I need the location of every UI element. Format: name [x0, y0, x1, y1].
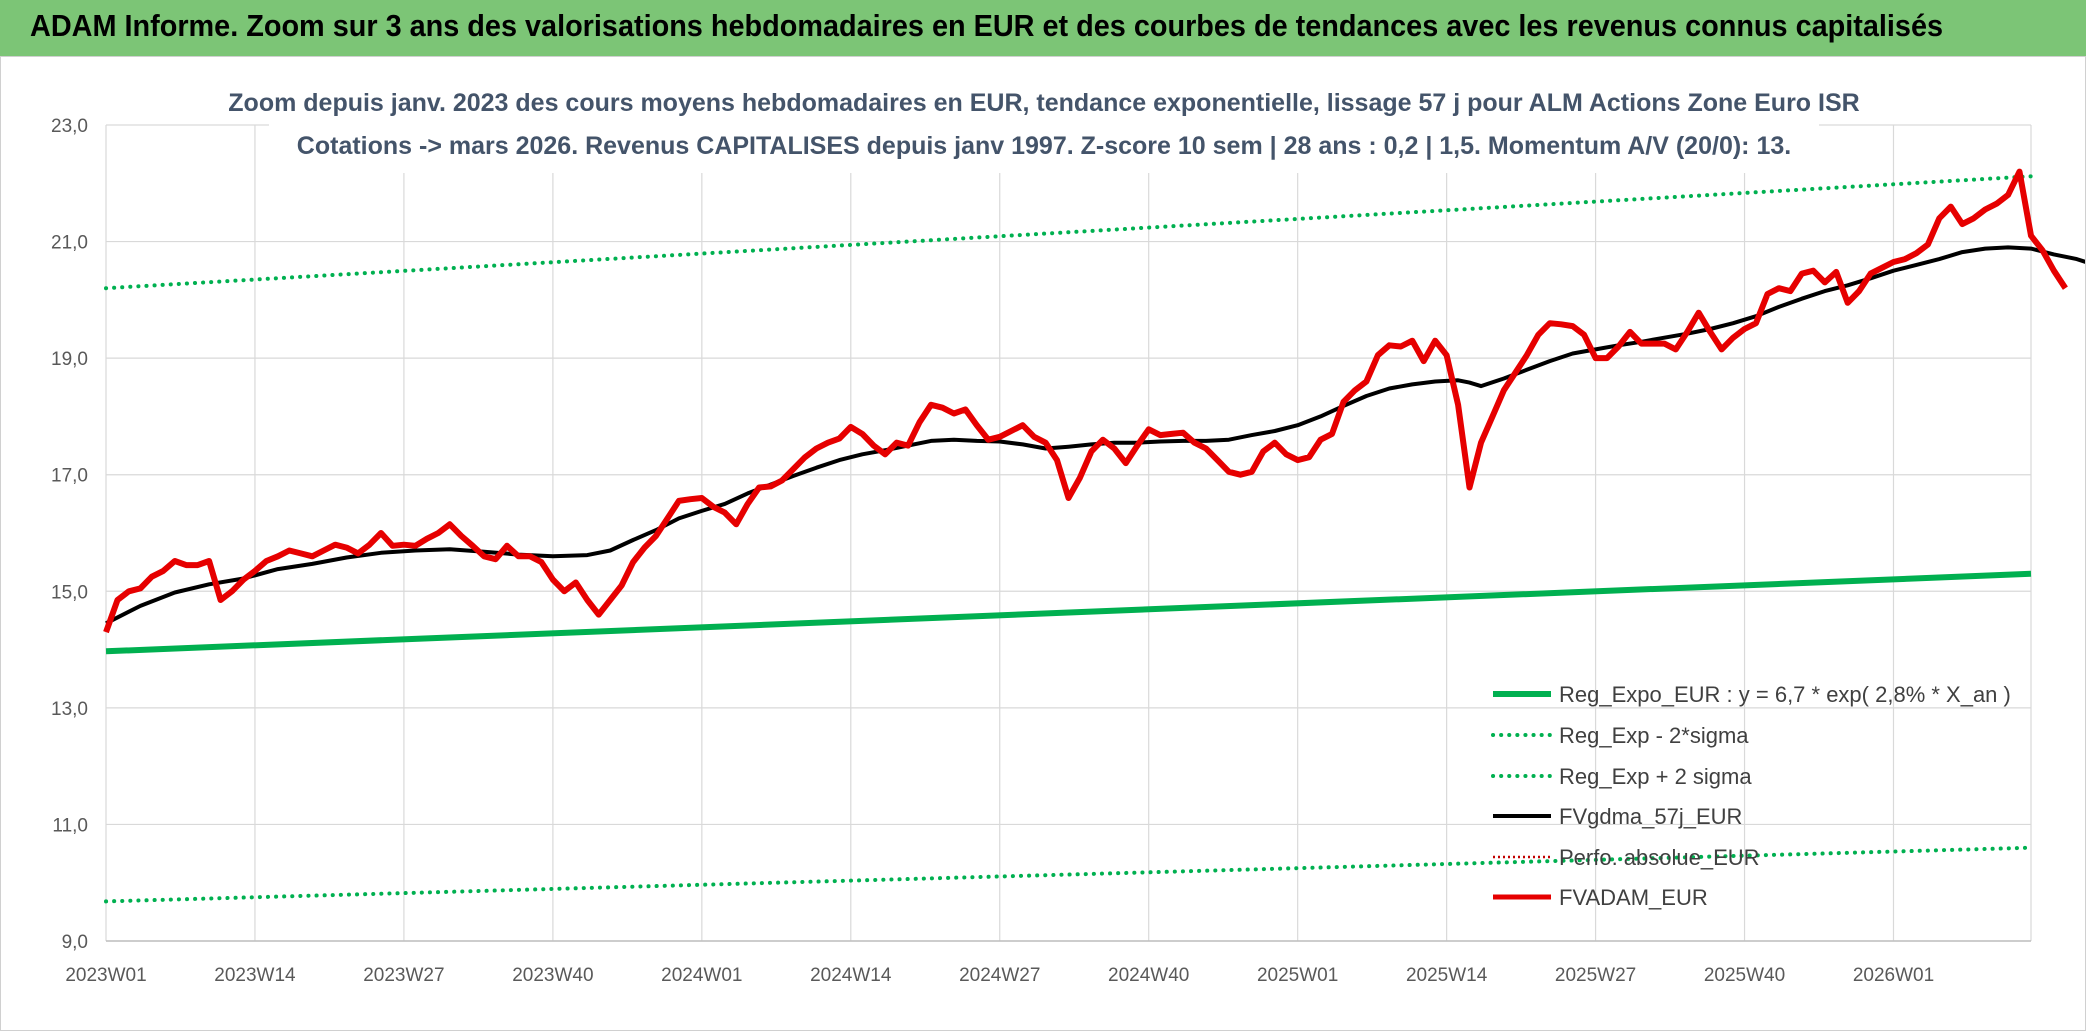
legend-item-perfo-absolue: Perfo. absolue_EUR — [1493, 845, 1760, 870]
legend-label-reg-exp-minus-2sigma: Reg_Exp - 2*sigma — [1559, 723, 1749, 748]
y-tick-label: 9,0 — [62, 932, 88, 953]
legend-label-perfo-absolue: Perfo. absolue_EUR — [1559, 845, 1760, 870]
x-tick-label: 2024W40 — [1108, 965, 1189, 986]
x-tick-label: 2026W01 — [1853, 965, 1934, 986]
chart-title-background — [269, 81, 1819, 173]
chart-title-line-2: Cotations -> mars 2026. Revenus CAPITALI… — [297, 132, 1791, 160]
y-tick-label: 13,0 — [51, 699, 88, 720]
chart-title-line-1: Zoom depuis janv. 2023 des cours moyens … — [228, 89, 1859, 117]
x-tick-label: 2023W40 — [512, 965, 593, 986]
legend-item-reg-expo: Reg_Expo_EUR : y = 6,7 * exp( 2,8% * X_a… — [1493, 682, 2011, 707]
legend-label-reg-exp-plus-2sigma: Reg_Exp + 2 sigma — [1559, 764, 1752, 789]
y-tick-label: 15,0 — [51, 582, 88, 603]
y-tick-label: 23,0 — [51, 116, 88, 137]
x-tick-label: 2023W27 — [363, 965, 444, 986]
legend-label-reg-expo: Reg_Expo_EUR : y = 6,7 * exp( 2,8% * X_a… — [1559, 682, 2011, 707]
x-tick-label: 2024W27 — [959, 965, 1040, 986]
report-title: ADAM Informe. Zoom sur 3 ans des valoris… — [30, 8, 1944, 43]
y-tick-label: 21,0 — [51, 233, 88, 254]
legend-label-fvadam: FVADAM_EUR — [1559, 885, 1708, 910]
legend-item-reg-exp-plus-2sigma: Reg_Exp + 2 sigma — [1491, 764, 1752, 789]
x-tick-label: 2023W01 — [65, 965, 146, 986]
chart-frame: 9,0 11,0 13,0 15,0 17,0 19,0 21,0 23,0 2023W01 20… — [0, 56, 2086, 1031]
legend-item-reg-exp-minus-2sigma: Reg_Exp - 2*sigma — [1491, 723, 1749, 748]
series-reg-expo — [105, 570, 2032, 655]
legend-label-fvgdma: FVgdma_57j_EUR — [1559, 804, 1742, 829]
x-tick-label: 2025W27 — [1555, 965, 1636, 986]
y-tick-label: 11,0 — [52, 815, 88, 836]
x-tick-label: 2025W40 — [1704, 965, 1785, 986]
x-tick-label: 2023W14 — [214, 965, 296, 986]
report-banner: ADAM Informe. Zoom sur 3 ans des valoris… — [0, 0, 2086, 56]
x-tick-label: 2024W01 — [661, 965, 742, 986]
series-reg-exp-minus-2sigma — [104, 845, 2033, 904]
legend-item-fvadam: FVADAM_EUR — [1493, 885, 1708, 910]
y-tick-label: 19,0 — [51, 349, 88, 370]
legend-item-fvgdma: FVgdma_57j_EUR — [1493, 804, 1742, 829]
x-tick-label: 2025W01 — [1257, 965, 1338, 986]
x-tick-label: 2024W14 — [810, 965, 892, 986]
line-chart: 9,0 11,0 13,0 15,0 17,0 19,0 21,0 23,0 2023W01 20… — [51, 81, 2085, 986]
y-tick-label: 17,0 — [51, 466, 88, 487]
series-fvgdma — [105, 245, 2085, 626]
series-reg-exp-plus-2sigma — [104, 174, 2033, 291]
x-tick-label: 2025W14 — [1406, 965, 1488, 986]
series-fvadam — [103, 168, 2068, 634]
